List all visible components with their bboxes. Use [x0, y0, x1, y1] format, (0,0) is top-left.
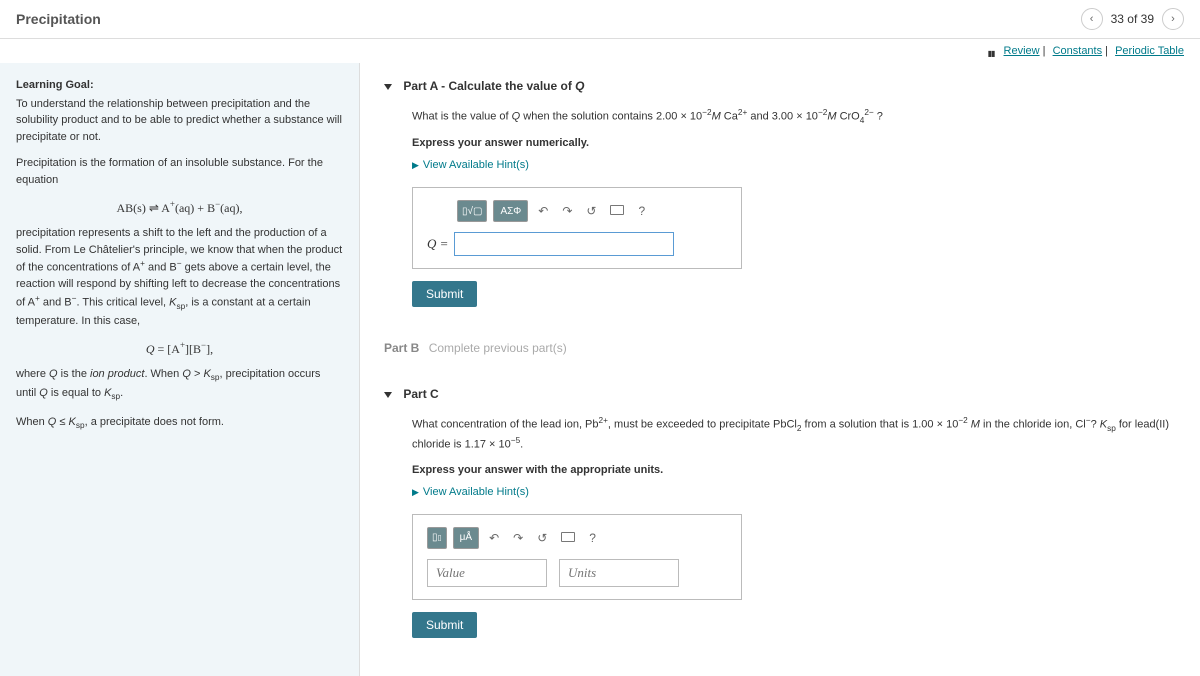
page-title: Precipitation — [16, 11, 101, 27]
lg-p1: To understand the relationship between p… — [16, 96, 343, 146]
part-c-answer-row — [427, 559, 727, 587]
part-a-toolbar: ▯√▢ ΑΣΦ ↶ ↷ ↺ ? — [457, 200, 727, 222]
part-c-header[interactable]: Part C — [384, 381, 1176, 407]
templates-button[interactable]: ▯√▢ — [457, 200, 487, 222]
page-header: Precipitation ‹ 33 of 39 › — [0, 0, 1200, 39]
learning-goal-panel: Learning Goal: To understand the relatio… — [0, 63, 360, 676]
review-link[interactable]: Review — [1004, 45, 1040, 57]
part-a-submit-button[interactable]: Submit — [412, 281, 477, 307]
part-c-body: What concentration of the lead ion, Pb2+… — [384, 407, 1176, 645]
part-a-body: What is the value of Q when the solution… — [384, 99, 1176, 315]
page-counter: 33 of 39 — [1111, 12, 1154, 26]
help-icon[interactable]: ? — [634, 202, 649, 220]
reset-icon[interactable]: ↺ — [582, 202, 600, 220]
keyboard-icon[interactable] — [606, 202, 628, 220]
part-c-title: Part C — [403, 387, 438, 401]
part-a-title: Part A - Calculate the value of Q — [403, 79, 584, 93]
top-links: Review | Constants | Periodic Table — [0, 39, 1200, 63]
undo-icon[interactable]: ↶ — [534, 202, 552, 220]
part-c-value-input[interactable] — [427, 559, 547, 587]
templates-button[interactable]: ▯▯ — [427, 527, 447, 549]
help-icon[interactable]: ? — [585, 529, 600, 547]
part-b-title: Part B — [384, 341, 419, 355]
redo-icon[interactable]: ↷ — [558, 202, 576, 220]
lg-p3: precipitation represents a shift to the … — [16, 225, 343, 329]
part-b: Part B Complete previous part(s) — [384, 335, 1176, 361]
part-c-question: What concentration of the lead ion, Pb2+… — [412, 415, 1176, 453]
part-a-header[interactable]: Part A - Calculate the value of Q — [384, 73, 1176, 99]
part-c-answer-box: ▯▯ μÅ ↶ ↷ ↺ ? — [412, 514, 742, 600]
part-a-answer-label: Q = — [427, 236, 448, 252]
nav-controls: ‹ 33 of 39 › — [1081, 8, 1184, 30]
lg-eq1: AB(s) ⇌ A+(aq) + B−(aq), — [16, 198, 343, 217]
part-c-instruction: Express your answer with the appropriate… — [412, 464, 1176, 476]
part-a: Part A - Calculate the value of Q What i… — [384, 73, 1176, 315]
keyboard-icon[interactable] — [557, 529, 579, 547]
caret-down-icon — [384, 84, 392, 90]
part-c: Part C What concentration of the lead io… — [384, 381, 1176, 645]
part-c-units-input[interactable] — [559, 559, 679, 587]
part-a-answer-box: ▯√▢ ΑΣΦ ↶ ↷ ↺ ? Q = — [412, 187, 742, 269]
lg-p4: where Q is the ion product. When Q > Ksp… — [16, 366, 343, 403]
part-a-answer-input[interactable] — [454, 232, 674, 256]
lg-p2: Precipitation is the formation of an ins… — [16, 155, 343, 188]
prev-button[interactable]: ‹ — [1081, 8, 1103, 30]
lg-eq2: Q = [A+][B−], — [16, 339, 343, 358]
part-a-question: What is the value of Q when the solution… — [412, 107, 1176, 127]
lg-p5: When Q ≤ Ksp, a precipitate does not for… — [16, 414, 343, 433]
panel-toggle-icon[interactable] — [982, 47, 994, 55]
part-c-hints[interactable]: View Available Hint(s) — [412, 486, 529, 498]
redo-icon[interactable]: ↷ — [509, 529, 527, 547]
learning-goal-heading: Learning Goal: — [16, 77, 343, 94]
units-button[interactable]: μÅ — [453, 527, 479, 549]
part-b-header: Part B Complete previous part(s) — [384, 335, 1176, 361]
periodic-table-link[interactable]: Periodic Table — [1115, 45, 1184, 57]
parts-panel: Part A - Calculate the value of Q What i… — [360, 63, 1200, 676]
reset-icon[interactable]: ↺ — [533, 529, 551, 547]
part-a-hints[interactable]: View Available Hint(s) — [412, 159, 529, 171]
part-c-toolbar: ▯▯ μÅ ↶ ↷ ↺ ? — [427, 527, 727, 549]
part-c-submit-button[interactable]: Submit — [412, 612, 477, 638]
part-a-answer-row: Q = — [427, 232, 727, 256]
undo-icon[interactable]: ↶ — [485, 529, 503, 547]
constants-link[interactable]: Constants — [1053, 45, 1103, 57]
main-container: Learning Goal: To understand the relatio… — [0, 63, 1200, 676]
next-button[interactable]: › — [1162, 8, 1184, 30]
part-b-sub: Complete previous part(s) — [429, 341, 567, 355]
part-a-instruction: Express your answer numerically. — [412, 137, 1176, 149]
greek-button[interactable]: ΑΣΦ — [493, 200, 528, 222]
caret-down-icon — [384, 392, 392, 398]
